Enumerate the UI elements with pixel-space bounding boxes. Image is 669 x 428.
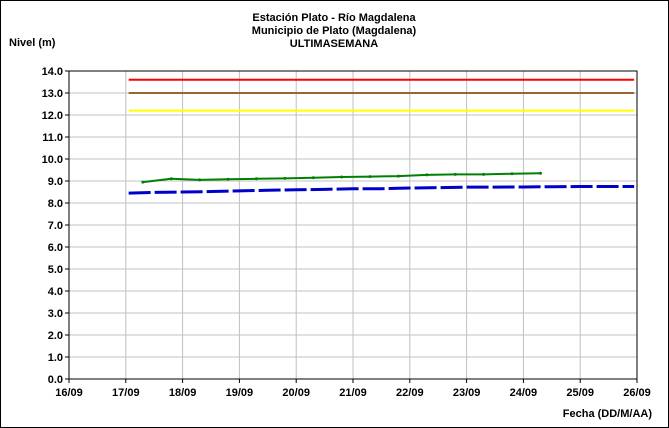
y-tick-label: 4.0 [48,286,63,298]
series-point-3 [141,180,145,184]
series-point-3 [226,177,230,181]
series-point-3 [453,172,457,176]
series-line-4 [128,185,635,195]
x-tick-label: 25/09 [566,387,594,399]
x-tick-label: 18/09 [169,387,197,399]
y-tick-label: 5.0 [48,264,63,276]
y-tick-label: 2.0 [48,330,63,342]
y-tick-label: 8.0 [48,198,63,210]
x-axis-label: Fecha (DD/M/AA) [563,408,653,420]
chart-title-line-3: ULTIMASEMANA [290,38,378,50]
y-tick-label: 0.0 [48,374,63,386]
x-tick-label: 16/09 [55,387,83,399]
x-tick-label: 17/09 [112,387,140,399]
series-point-3 [311,176,315,180]
y-tick-label: 9.0 [48,176,63,188]
series-point-3 [396,174,400,178]
series-point-3 [283,176,287,180]
series-point-3 [254,177,258,181]
y-tick-label: 10.0 [42,154,63,166]
series-point-3 [340,175,344,179]
y-axis-label: Nivel (m) [9,37,56,49]
y-tick-label: 7.0 [48,220,63,232]
y-tick-label: 3.0 [48,308,63,320]
y-tick-label: 11.0 [42,132,63,144]
x-tick-label: 19/09 [226,387,254,399]
x-tick-label: 22/09 [396,387,424,399]
y-tick-label: 13.0 [42,88,63,100]
x-tick-label: 23/09 [453,387,481,399]
y-tick-label: 6.0 [48,242,63,254]
series-point-3 [482,172,486,176]
x-tick-label: 24/09 [510,387,538,399]
series-point-3 [368,175,372,179]
x-tick-label: 20/09 [282,387,310,399]
series-point-3 [169,177,173,181]
series-point-3 [198,178,202,182]
plot-area: 0.0 1.0 2.0 3.0 4.0 5.0 6.0 7.0 8.0 9.0 10.0 11.0 12… [42,66,651,399]
series-point-3 [425,173,429,177]
chart-title-line-2: Municipio de Plato (Magdalena) [252,25,417,37]
x-tick-label: 26/09 [623,387,651,399]
series-point-3 [510,172,514,176]
x-tick-label: 21/09 [339,387,367,399]
y-tick-label: 12.0 [42,110,63,122]
chart-title-line-1: Estación Plato - Río Magdalena [252,12,416,24]
y-tick-label: 1.0 [48,352,63,364]
series-point-3 [538,171,542,175]
y-tick-label: 14.0 [42,66,63,78]
